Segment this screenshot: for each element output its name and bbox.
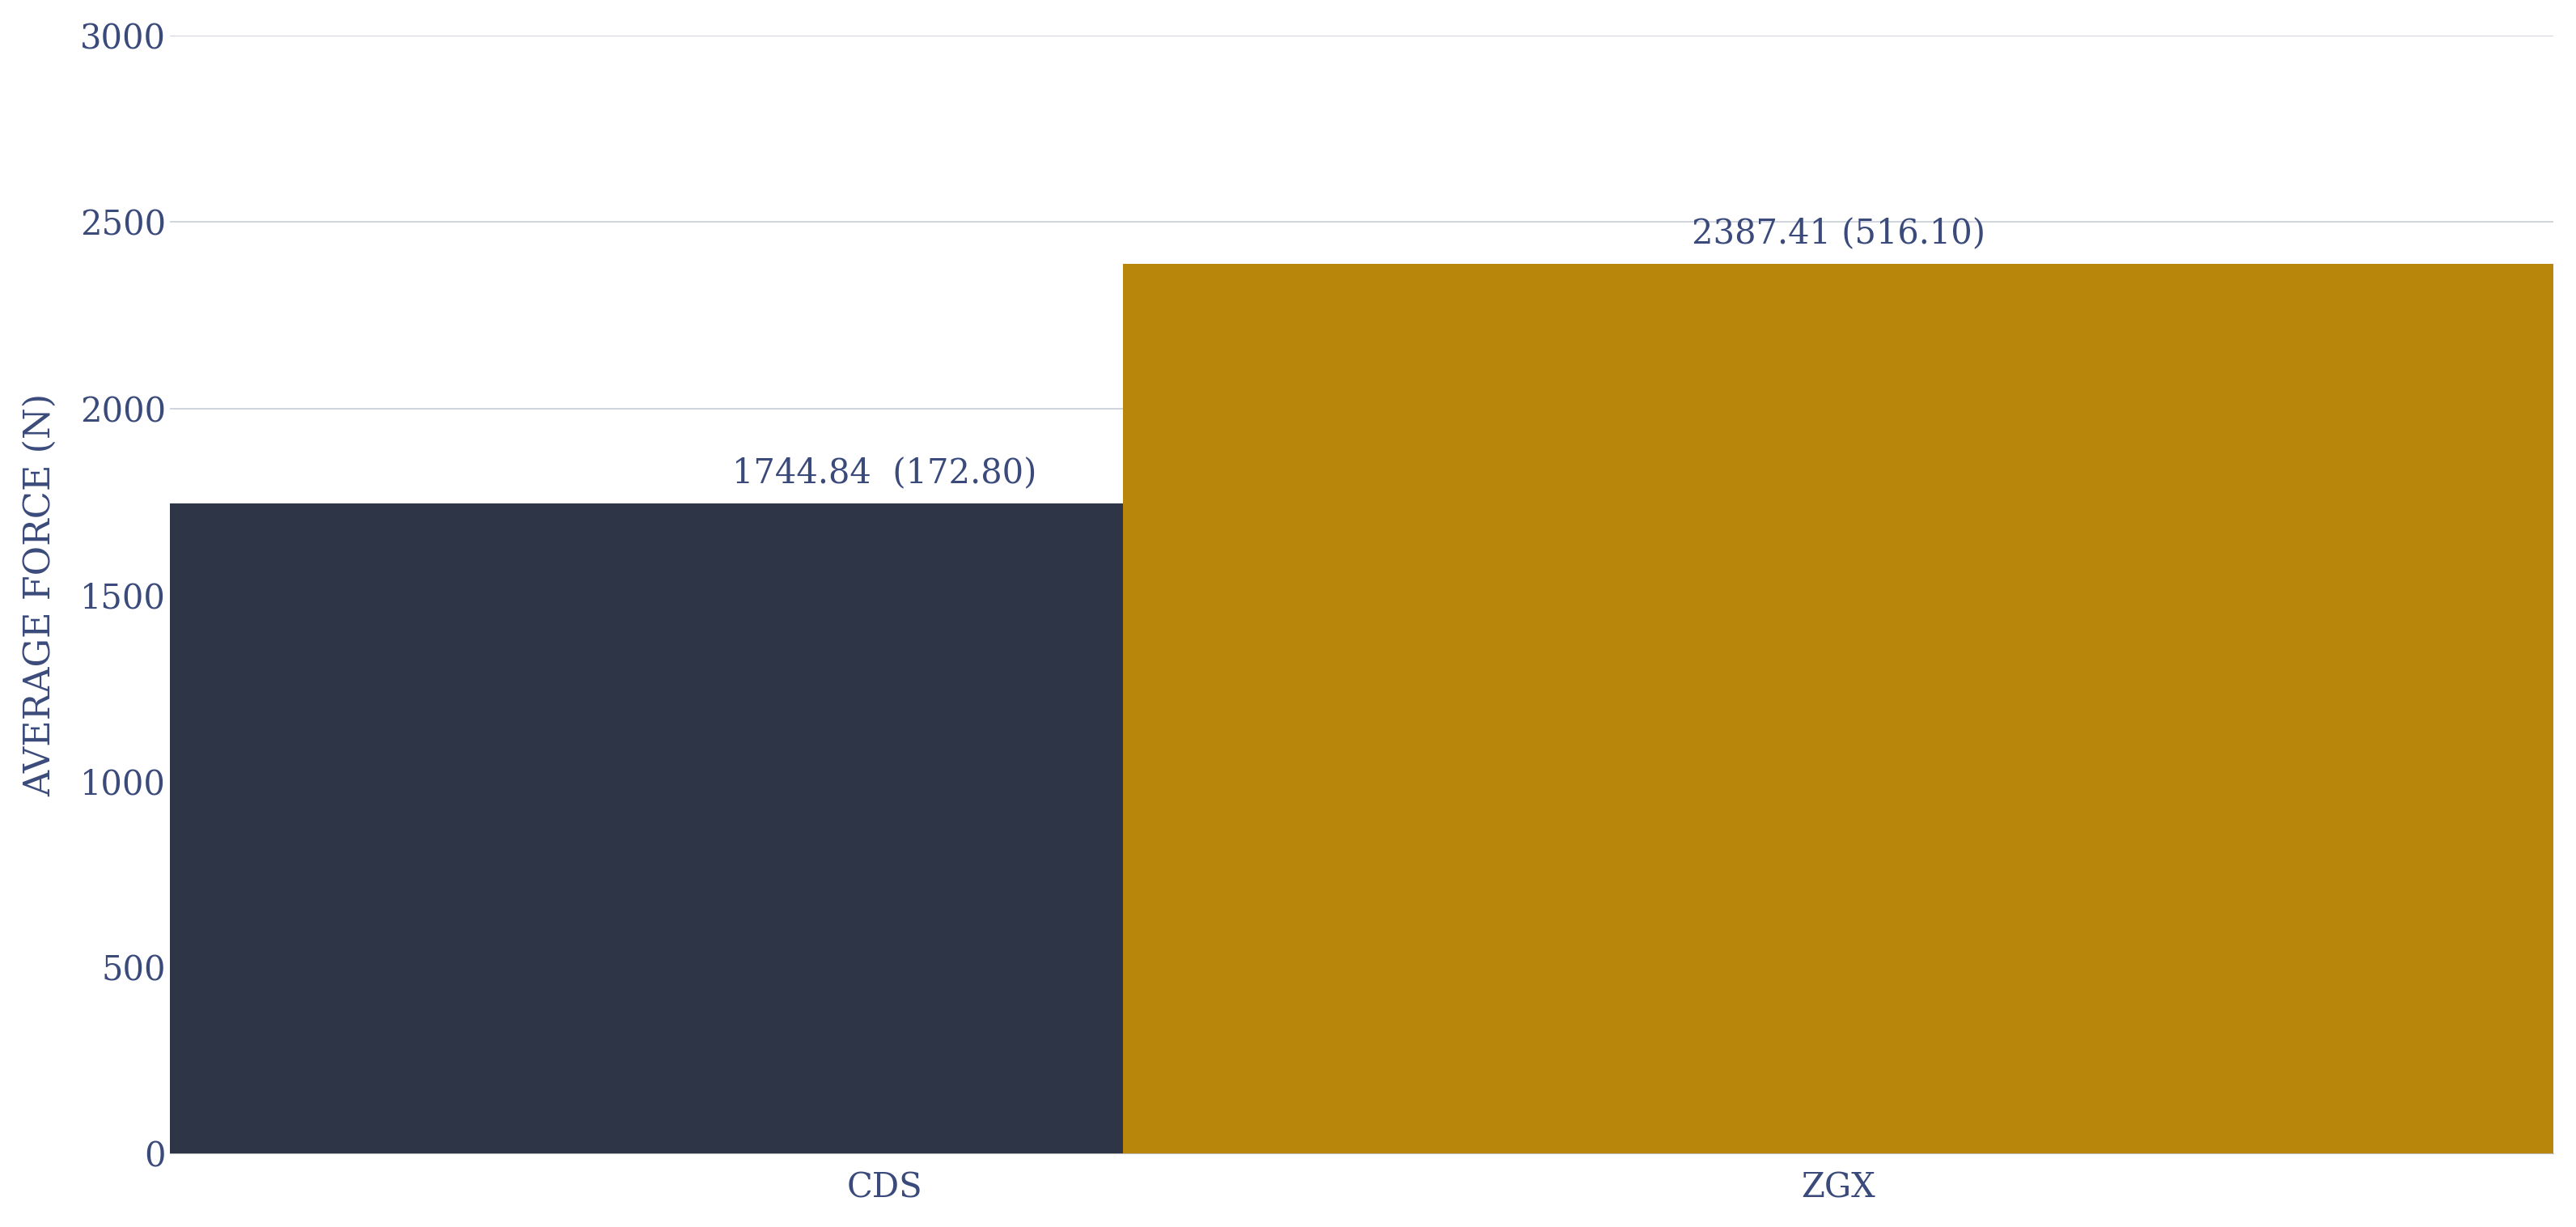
- Text: 1744.84  (172.80): 1744.84 (172.80): [732, 456, 1038, 491]
- Bar: [170, 503, 1600, 1153]
- Bar: [1123, 264, 2553, 1153]
- Y-axis label: AVERAGE FORCE (N): AVERAGE FORCE (N): [23, 393, 57, 796]
- Text: 2387.41 (516.10): 2387.41 (516.10): [1692, 217, 1986, 252]
